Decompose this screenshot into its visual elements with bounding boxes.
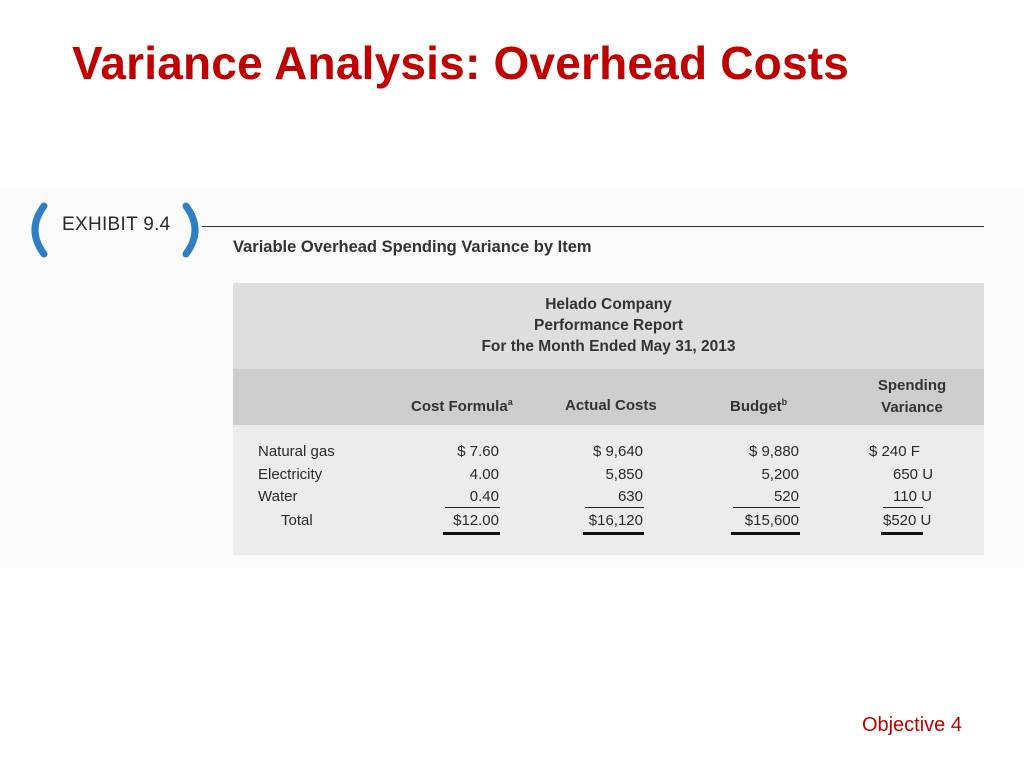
col-variance-line2: Variance [881,399,943,416]
total-double-rule [881,532,923,535]
exhibit-caption: Variable Overhead Spending Variance by I… [233,238,592,256]
cell-variance: 110 U [893,488,932,505]
cell-cost-formula: 0.40 [469,488,499,505]
col-budget: Budgetb [730,397,788,415]
total-double-rule [583,532,644,535]
report-header: Helado Company Performance Report For th… [233,283,984,369]
report-name: Performance Report [533,317,683,334]
total-double-rule [443,532,500,535]
cell-actual: $ 9,640 [592,443,643,460]
col-variance-line1: Spending [877,377,947,394]
cell-variance: 650 U [893,466,934,483]
cell-cost-formula: $ 7.60 [457,443,499,460]
cell-cost-formula-total: $12.00 [453,512,499,529]
subtotal-rule [883,507,923,508]
cell-variance: $ 240 F [869,443,920,460]
exhibit-label: EXHIBIT 9.4 [62,214,171,235]
objective-label: Objective 4 [861,714,962,736]
subtotal-rule [733,507,800,508]
exhibit-brackets-icon [31,202,199,258]
company-name: Helado Company [545,296,672,313]
cell-budget-total: $15,600 [744,512,799,529]
row-item-natural-gas: Natural gas [258,443,335,460]
cell-actual: 5,850 [605,466,643,483]
cell-variance-total: $520 U [883,512,932,529]
col-cost-formula: Cost Formulaa [411,397,513,415]
subtotal-rule [585,507,644,508]
exhibit-badge: EXHIBIT 9.4 [14,200,214,260]
column-header-band: Cost Formulaa Actual Costs Budgetb Spend… [233,369,984,425]
subtotal-rule [445,507,500,508]
col-actual-costs: Actual Costs [565,397,657,414]
slide-title: Variance Analysis: Overhead Costs [72,37,850,89]
report-period: For the Month Ended May 31, 2013 [481,338,736,355]
performance-report: Helado Company Performance Report For th… [233,283,984,555]
row-item-water: Water [258,488,298,505]
cell-budget: 520 [773,488,799,505]
cell-budget: 5,200 [761,466,799,483]
cell-actual-total: $16,120 [588,512,643,529]
total-double-rule [731,532,800,535]
exhibit-rule [202,226,984,227]
cell-cost-formula: 4.00 [469,466,499,483]
row-item-total: Total [281,512,313,529]
cell-budget: $ 9,880 [748,443,799,460]
cell-actual: 630 [617,488,643,505]
row-item-electricity: Electricity [258,466,323,483]
